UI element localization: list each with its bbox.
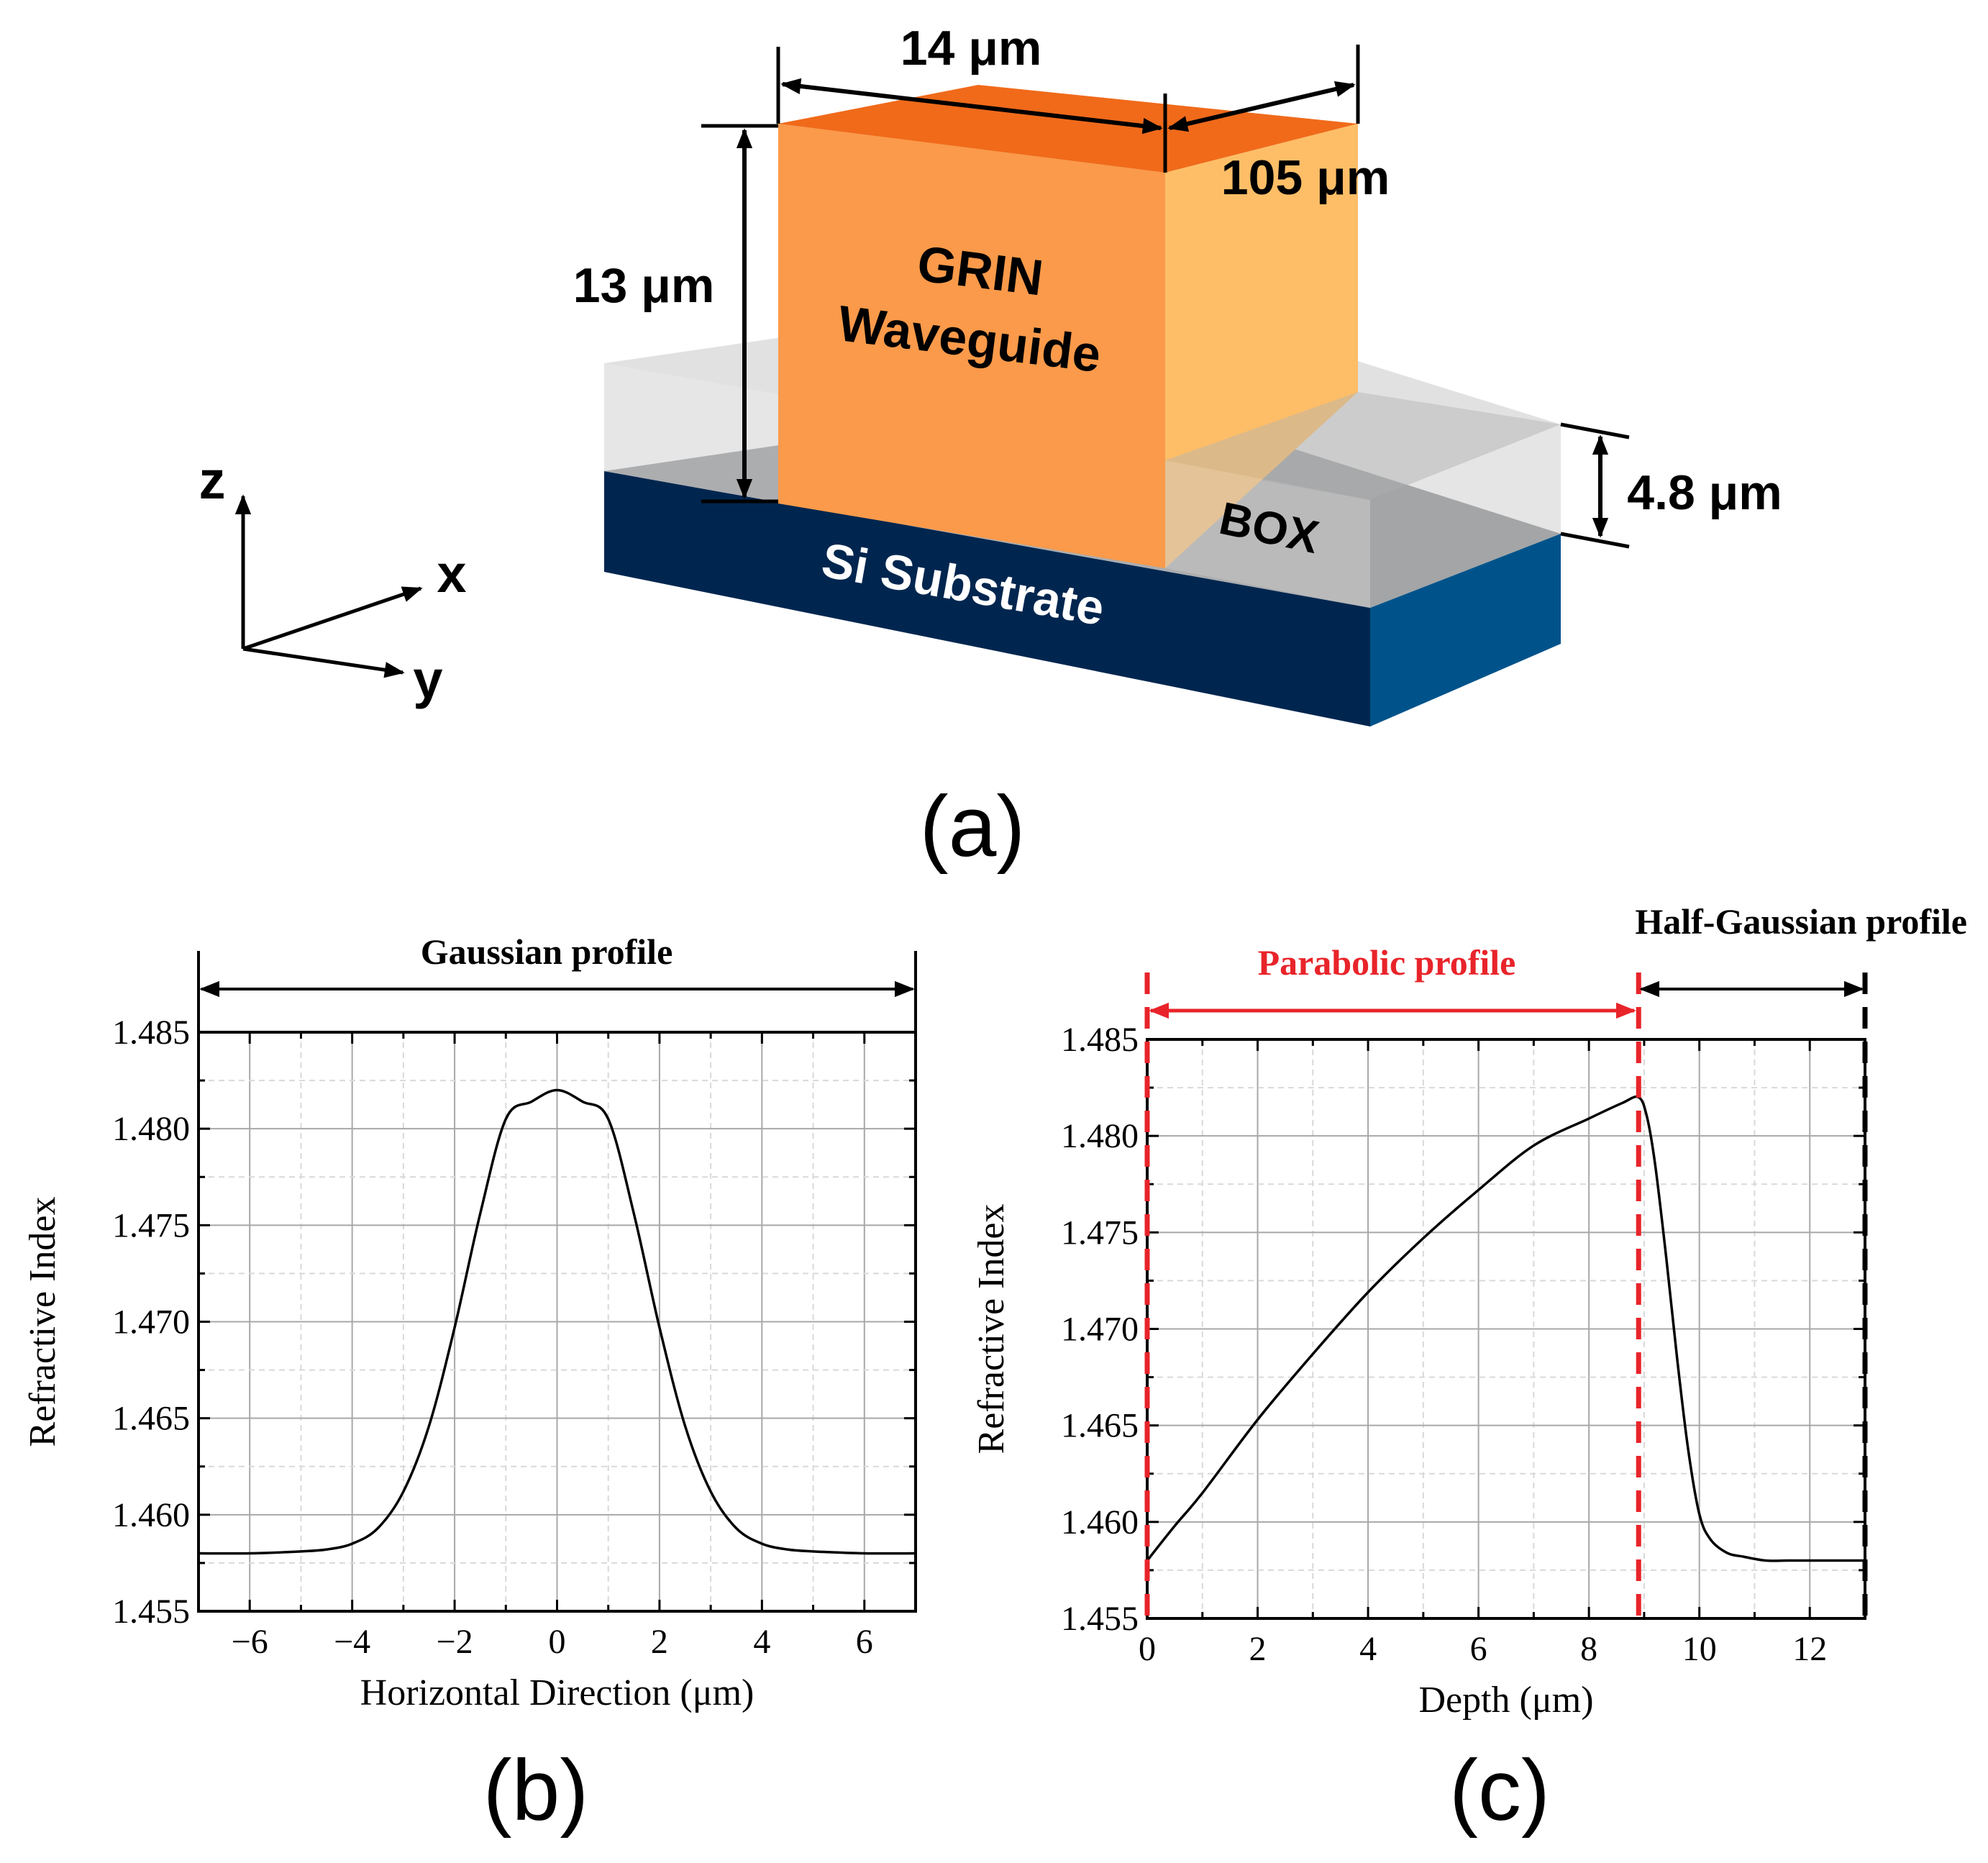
dim-height-label: 13 μm <box>573 258 715 313</box>
caption-c: (c) <box>1449 1742 1550 1839</box>
dim-box-label: 4.8 μm <box>1627 465 1782 520</box>
y-tick-label: 1.475 <box>112 1206 190 1244</box>
x-tick-label: 4 <box>1359 1630 1377 1668</box>
axis-y-label: y <box>413 650 442 709</box>
x-tick-label: 6 <box>1470 1630 1487 1668</box>
y-tick-label: 1.465 <box>1061 1407 1139 1445</box>
box-overlay-front <box>1165 460 1370 608</box>
b-annotation-label: Gaussian profile <box>421 932 673 972</box>
caption-a: (a) <box>920 778 1026 875</box>
waveguide-front <box>778 124 1165 568</box>
plot-frame <box>197 1031 917 1613</box>
chart-c: 0 2 4 6 8 10 12 1.455 1.460 1.465 1.470 1.475 1.480 1… <box>971 973 1868 1721</box>
panel-b: Gaussian profile −6 −4 −2 0 2 4 6 1.455 1.460 1.4… <box>22 932 917 1839</box>
c-half-gaussian-label: Half-Gaussian profile <box>1635 901 1967 942</box>
y-tick-label: 1.470 <box>1061 1311 1139 1349</box>
series-line <box>198 1088 916 1555</box>
y-tick-label: 1.485 <box>1061 1021 1139 1059</box>
dim-box-ext-top <box>1560 422 1630 439</box>
substrate-front <box>604 471 1370 726</box>
series-line <box>1146 1095 1865 1562</box>
x-axis-label: Depth (μm) <box>1418 1680 1593 1721</box>
x-tick-label: 0 <box>1139 1630 1156 1668</box>
dim-length-label: 105 μm <box>1221 150 1390 205</box>
y-tick-label: 1.460 <box>112 1496 190 1534</box>
y-tick-label: 1.485 <box>112 1014 190 1052</box>
y-tick-label: 1.455 <box>112 1593 190 1631</box>
substrate-side <box>1370 534 1561 726</box>
x-tick-label: −4 <box>334 1623 370 1661</box>
x-tick-label: 12 <box>1792 1630 1827 1668</box>
c-parabolic-label: Parabolic profile <box>1258 942 1516 983</box>
x-tick-label: 2 <box>1249 1630 1267 1668</box>
x-tick-label: 0 <box>549 1623 566 1661</box>
panel-c: 0 2 4 6 8 10 12 1.455 1.460 1.465 1.470 1.475 1.480 1… <box>971 901 1967 1839</box>
x-tick-label: −6 <box>232 1623 268 1661</box>
axis-y-arrow <box>242 647 405 678</box>
dim-width-label: 14 μm <box>900 21 1042 76</box>
box-side <box>1370 424 1561 608</box>
chart-b: −6 −4 −2 0 2 4 6 1.455 1.460 1.465 1.470 1.475 1.480… <box>22 1014 917 1713</box>
y-tick-label: 1.455 <box>1061 1600 1139 1638</box>
x-tick-label: 4 <box>753 1623 770 1661</box>
y-tick-label: 1.475 <box>1061 1213 1139 1252</box>
box-overlay-side <box>1165 392 1561 500</box>
y-axis-label: Refractive Index <box>971 1204 1012 1454</box>
x-tick-label: 6 <box>856 1623 873 1661</box>
axis-z-label: z <box>199 450 226 510</box>
axis-x-arrow <box>242 586 423 651</box>
y-tick-label: 1.465 <box>112 1400 190 1438</box>
axis-x-label: x <box>437 544 466 603</box>
y-tick-label: 1.470 <box>112 1303 190 1342</box>
dim-length-arrow <box>1167 81 1356 132</box>
x-tick-label: −2 <box>437 1623 473 1661</box>
waveguide-side <box>1165 124 1358 568</box>
caption-b: (b) <box>483 1742 589 1839</box>
y-tick-label: 1.480 <box>1061 1117 1139 1155</box>
x-tick-label: 8 <box>1580 1630 1597 1668</box>
x-axis-label: Horizontal Direction (μm) <box>360 1672 754 1713</box>
dim-box-ext-bottom <box>1560 532 1630 549</box>
y-tick-label: 1.480 <box>112 1110 190 1148</box>
y-tick-label: 1.460 <box>1061 1503 1139 1541</box>
panel-a: GRIN Waveguide BOX Si Substrate 14 μm 10… <box>199 21 1782 875</box>
dim-width-arrow <box>780 78 1163 135</box>
y-axis-label: Refractive Index <box>22 1197 63 1447</box>
x-tick-label: 10 <box>1682 1630 1717 1668</box>
x-tick-label: 2 <box>651 1623 668 1661</box>
